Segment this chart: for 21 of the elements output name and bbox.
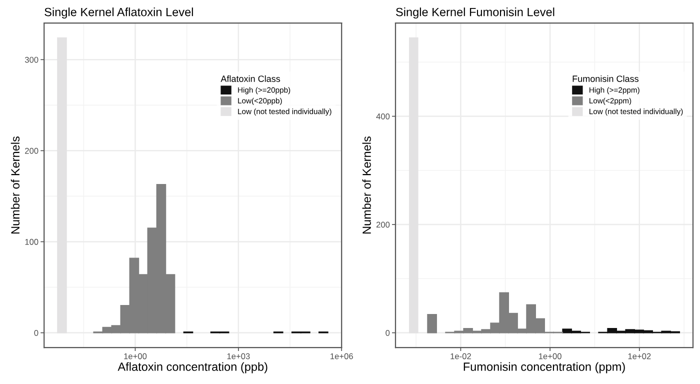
y-axis-title: Number of Kernels: [362, 136, 371, 234]
y-tick-label: 400: [376, 113, 390, 120]
x-axis-title: Fumonisin concentration (ppm): [464, 362, 625, 374]
y-tick-label: 0: [386, 330, 390, 336]
legend-title: Fumonisin Class: [572, 75, 638, 82]
x-tick-label: 1e+00: [538, 353, 562, 360]
y-tick-label: 200: [25, 148, 38, 154]
x-tick-label: 1e+03: [227, 353, 250, 360]
y-tick-label: 0: [34, 330, 38, 336]
x-tick-label: 1e-02: [450, 353, 471, 360]
legend-title: Aflatoxin Class: [220, 75, 280, 82]
x-tick-label: 1e+02: [628, 353, 651, 360]
y-tick-label: 300: [24, 56, 38, 63]
y-tick-label: 200: [376, 222, 390, 228]
y-tick-label: 100: [25, 238, 38, 245]
chart-title: Single Kernel Aflatoxin Level: [44, 8, 193, 19]
x-tick-label: 1e+06: [330, 353, 353, 360]
x-axis-title: Aflatoxin concentration (ppb): [118, 362, 268, 374]
chart-title: Single Kernel Fumonisin Level: [396, 8, 554, 19]
y-axis-title: Number of Kernels: [10, 136, 20, 234]
x-tick-label: 1e+00: [124, 353, 147, 360]
